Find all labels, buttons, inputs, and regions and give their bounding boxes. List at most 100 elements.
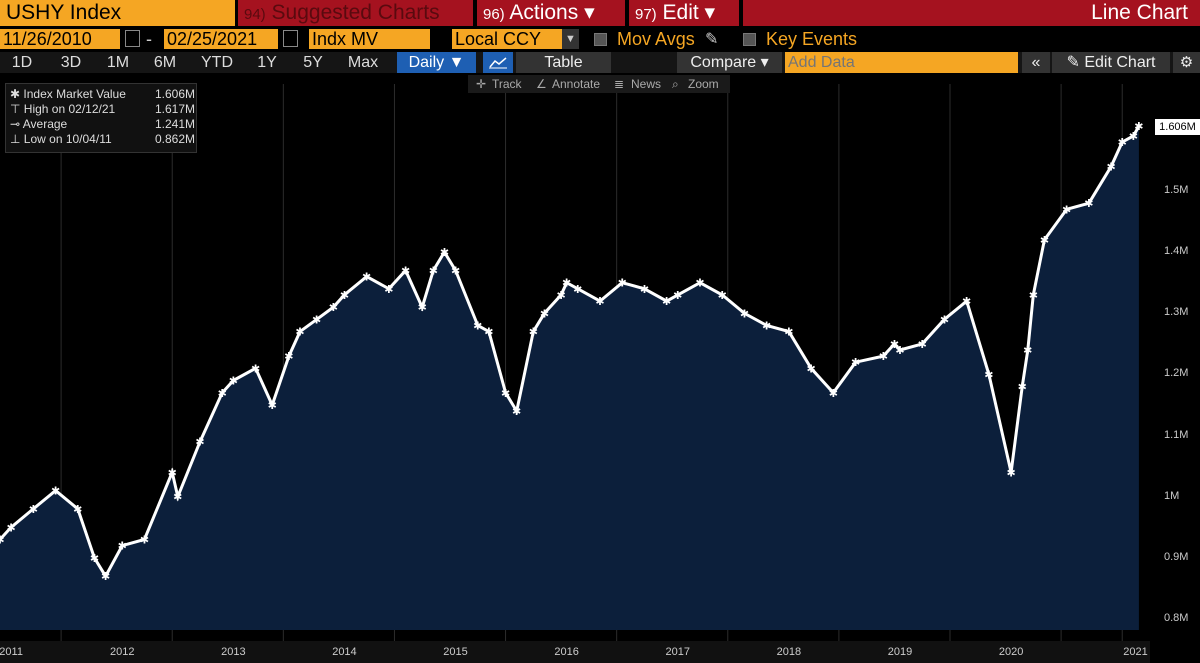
data-point-marker: ✱ — [440, 246, 449, 259]
data-point-marker: ✱ — [540, 307, 549, 320]
data-point-marker: ✱ — [362, 271, 371, 284]
gear-icon[interactable]: ⚙ — [1173, 52, 1200, 73]
suggested-charts-label: Suggested Charts — [271, 1, 440, 24]
edit-number: 97) — [635, 6, 657, 23]
news-button[interactable]: News — [631, 77, 662, 91]
data-point-marker: ✱ — [284, 350, 293, 363]
actions-number: 96) — [483, 6, 505, 23]
data-point-marker: ✱ — [851, 356, 860, 369]
data-point-marker: ✱ — [529, 326, 538, 339]
data-point-marker: ✱ — [401, 264, 410, 277]
line-chart-type-button[interactable] — [483, 52, 513, 73]
calendar-icon[interactable] — [283, 30, 298, 47]
y-tick-label: 1.5M — [1164, 184, 1189, 196]
data-point-marker: ✱ — [251, 362, 260, 375]
zoom-icon[interactable]: ⌕ — [672, 77, 679, 91]
currency-selector[interactable]: Local CCY — [452, 29, 562, 49]
range-6m-button[interactable]: 6M — [153, 54, 177, 71]
data-point-marker: ✱ — [662, 295, 671, 308]
mov-avgs-checkbox[interactable] — [594, 33, 607, 46]
suggested-charts-number: 94) — [244, 6, 266, 23]
data-point-marker: ✱ — [962, 295, 971, 308]
y-tick-label: 1.3M — [1164, 306, 1189, 319]
x-tick-label: 2018 — [776, 646, 802, 658]
legend-row: ⊥ Low on 10/04/11 0.862M — [10, 132, 196, 147]
range-5y-button[interactable]: 5Y — [303, 54, 323, 71]
data-point-marker: ✱ — [101, 570, 110, 583]
range-1y-button[interactable]: 1Y — [257, 54, 277, 71]
range-3d-button[interactable]: 3D — [60, 54, 82, 71]
key-events-checkbox[interactable] — [743, 33, 756, 46]
data-point-marker: ✱ — [895, 344, 904, 357]
x-tick-label: 2020 — [998, 646, 1024, 658]
range-1d-button[interactable]: 1D — [11, 54, 33, 71]
range-ytd-button[interactable]: YTD — [201, 54, 233, 71]
zoom-button[interactable]: Zoom — [688, 77, 719, 91]
data-point-marker: ✱ — [879, 350, 888, 363]
data-point-marker: ✱ — [1118, 136, 1127, 149]
suggested-charts-tab[interactable]: 94) Suggested Charts — [238, 0, 473, 26]
calendar-icon[interactable] — [125, 30, 140, 47]
chart-subtoolbar: ✛ Track ∠ Annotate ≣ News ⌕ Zoom — [468, 75, 730, 93]
edit-chart-button[interactable]: ✎ Edit Chart — [1052, 52, 1170, 73]
edit-label: Edit ▾ — [662, 1, 716, 24]
data-point-marker: ✱ — [0, 534, 5, 547]
add-data-input[interactable] — [785, 52, 1018, 73]
data-point-marker: ✱ — [340, 289, 349, 302]
data-point-marker: ✱ — [1134, 120, 1143, 133]
y-tick-label: 1M — [1164, 489, 1180, 502]
chevron-down-icon[interactable]: ▼ — [562, 29, 579, 49]
data-point-marker: ✱ — [695, 277, 704, 290]
x-tick-label: 2014 — [332, 646, 357, 658]
track-button[interactable]: Track — [492, 77, 522, 91]
range-1m-button[interactable]: 1M — [106, 54, 130, 71]
edit-menu[interactable]: 97) Edit ▾ — [629, 0, 739, 26]
data-point-marker: ✱ — [418, 301, 427, 314]
frequency-dropdown[interactable]: Daily ▼ — [397, 52, 476, 73]
data-point-marker: ✱ — [1018, 381, 1027, 394]
range-max-button[interactable]: Max — [347, 54, 379, 71]
data-point-marker: ✱ — [168, 466, 177, 479]
crosshair-icon[interactable]: ✛ — [476, 77, 487, 91]
pencil-icon[interactable]: ✎ — [705, 31, 719, 48]
data-point-marker: ✱ — [329, 301, 338, 314]
x-tick-label: 2015 — [443, 646, 468, 658]
table-button[interactable]: Table — [516, 52, 611, 73]
high-icon: ⊤ — [10, 102, 24, 116]
chart-legend[interactable]: ✱ Index Market Value 1.606M ⊤ High on 02/… — [5, 83, 197, 153]
end-date-field[interactable]: 02/25/2021 — [164, 29, 278, 49]
data-point-marker: ✱ — [451, 264, 460, 277]
date-separator: - — [146, 29, 152, 49]
security-ticker-field[interactable]: USHY Index — [0, 0, 235, 26]
data-point-marker: ✱ — [718, 289, 727, 302]
x-axis: 2011 2012 2013 2014 2015 2016 2017 2018 2019 2020… — [0, 641, 1150, 663]
data-point-marker: ✱ — [484, 326, 493, 339]
actions-menu[interactable]: 96) Actions ▾ — [477, 0, 625, 26]
field-selector[interactable]: Indx MV — [309, 29, 430, 49]
data-point-marker: ✱ — [1062, 203, 1071, 216]
annotate-button[interactable]: Annotate — [552, 77, 601, 91]
series-area — [0, 126, 1139, 630]
news-icon[interactable]: ≣ — [614, 77, 625, 91]
legend-value: 0.862M — [155, 132, 196, 146]
collapse-icon[interactable]: « — [1022, 52, 1050, 73]
data-point-marker: ✱ — [740, 307, 749, 320]
data-point-marker: ✱ — [195, 436, 204, 449]
data-point-marker: ✱ — [1084, 197, 1093, 210]
actions-label: Actions ▾ — [509, 1, 595, 24]
data-point-marker: ✱ — [984, 368, 993, 381]
x-tick-label: 2013 — [221, 646, 246, 658]
data-point-marker: ✱ — [573, 283, 582, 296]
start-date-field[interactable]: 11/26/2010 — [0, 29, 120, 49]
legend-value: 1.617M — [155, 102, 196, 116]
annotate-icon[interactable]: ∠ — [536, 77, 547, 91]
data-point-marker: ✱ — [501, 387, 510, 400]
legend-value: 1.241M — [155, 117, 196, 131]
data-point-marker: ✱ — [218, 387, 227, 400]
data-point-marker: ✱ — [890, 338, 899, 351]
data-point-marker: ✱ — [918, 338, 927, 351]
data-point-marker: ✱ — [618, 277, 627, 290]
data-point-marker: ✱ — [473, 320, 482, 333]
compare-dropdown[interactable]: Compare ▾ — [677, 52, 782, 73]
